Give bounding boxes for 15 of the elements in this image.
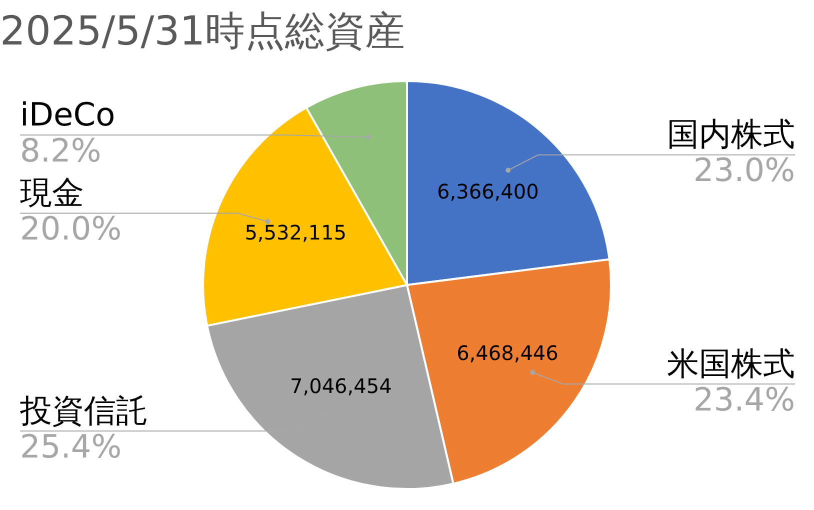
- slice-label: 投資信託: [19, 391, 148, 430]
- slice-label: 現金: [20, 174, 84, 212]
- text: 8.2%: [20, 131, 102, 170]
- slice-label: 米国株式: [667, 344, 795, 382]
- slice-label: iDeCo: [20, 95, 116, 134]
- data-label: 6,366,400: [437, 179, 539, 204]
- data-label: 7,046,454: [290, 374, 392, 398]
- text: 23.0%: [693, 151, 795, 190]
- text: 23.4%: [693, 380, 795, 418]
- text: 25.4%: [20, 427, 122, 466]
- text: 20.0%: [20, 210, 122, 248]
- slice-label: 国内株式: [667, 115, 795, 154]
- data-label: 5,532,115: [244, 220, 346, 245]
- data-label: 6,468,446: [456, 341, 558, 366]
- chart-title: 2025/5/31時点総資産: [0, 8, 406, 54]
